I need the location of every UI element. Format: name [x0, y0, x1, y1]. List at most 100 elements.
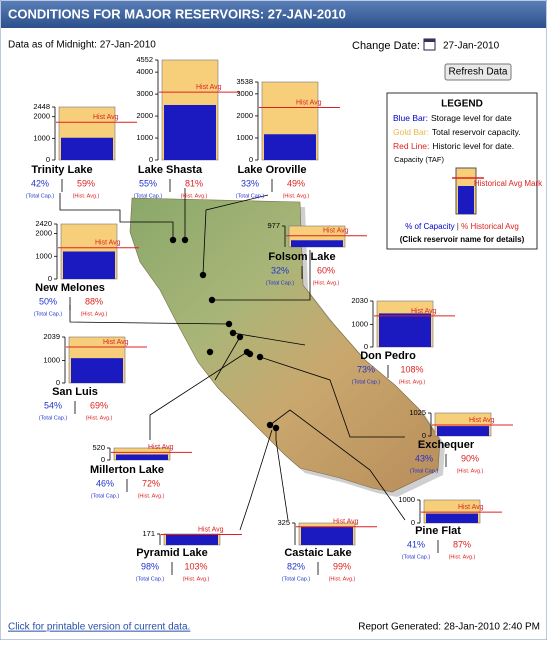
reservoir-dot	[206, 348, 214, 356]
reservoir-name[interactable]: Lake Shasta	[138, 164, 203, 176]
reservoir-name[interactable]: Lake Oroville	[237, 164, 306, 176]
pct-capacity: 50%	[39, 296, 57, 306]
hist-avg-label: Hist Avg	[323, 228, 349, 235]
reservoir-name[interactable]: New Melones	[35, 282, 105, 294]
reservoir-name[interactable]: Exchequer	[418, 439, 475, 451]
reservoir-dot	[256, 353, 264, 361]
y-tick-label: 1000	[136, 133, 153, 142]
legend-note: (Click reservoir name for details)	[400, 235, 525, 244]
connector-line	[59, 193, 174, 240]
refresh-button[interactable]	[444, 63, 512, 81]
pct-hist: 90%	[461, 453, 479, 463]
y-tick-label: 977	[267, 221, 280, 230]
hist-avg-sub-label: (Hist. Avg.)	[399, 379, 426, 385]
connector-line	[275, 428, 289, 521]
hist-avg-label: Hist Avg	[333, 519, 359, 526]
print-link[interactable]: Click for printable version of current d…	[8, 622, 190, 633]
change-date: 27-Jan-2010	[443, 41, 500, 52]
legend-pct-hist: % Historical Avg	[461, 222, 519, 231]
legend-capacity: Capacity (TAF)	[394, 155, 444, 164]
connector-line	[259, 356, 405, 438]
pct-hist: 88%	[85, 296, 103, 306]
y-tick-label: 0	[56, 378, 60, 387]
connector-line	[232, 332, 306, 346]
hist-avg-label: Hist Avg	[196, 84, 222, 91]
legend-key: Gold Bar:	[393, 127, 429, 137]
reservoir-dot	[236, 333, 244, 341]
reservoir-name[interactable]: Castaic Lake	[284, 547, 351, 559]
y-tick-label: 0	[422, 431, 426, 440]
california-map	[129, 197, 441, 493]
legend-pct-capacity: % of Capacity	[405, 222, 454, 231]
legend-title: LEGEND	[441, 99, 483, 110]
y-tick-label: 2420	[35, 219, 52, 228]
y-tick-label: 1000	[398, 495, 415, 504]
legend-text: Storage level for date	[431, 113, 512, 123]
y-tick-label: 0	[101, 455, 105, 464]
pct-hist: 72%	[142, 478, 160, 488]
y-tick-label: 2000	[33, 112, 50, 121]
hist-avg-label: Hist Avg	[411, 308, 437, 315]
total-cap-label: (Total Cap.)	[34, 311, 63, 317]
hist-avg-sub-label: (Hist. Avg.)	[313, 280, 340, 286]
storage-bar	[71, 358, 123, 383]
page-title: CONDITIONS FOR MAJOR RESERVOIRS: 27-JAN-…	[8, 6, 346, 21]
hist-avg-sub-label: (Hist. Avg.)	[457, 468, 484, 474]
hist-avg-label: Hist Avg	[296, 99, 322, 106]
total-cap-label: (Total Cap.)	[402, 554, 431, 560]
total-cap-label: (Total Cap.)	[266, 280, 295, 286]
y-tick-label: 0	[48, 274, 52, 283]
pct-hist: 81%	[185, 178, 203, 188]
reservoir-name[interactable]: Pine Flat	[415, 525, 461, 537]
hist-avg-sub-label: (Hist. Avg.)	[283, 193, 310, 199]
legend-pct: % of Capacity | % Historical Avg	[405, 222, 519, 231]
y-tick-label: 2000	[236, 111, 253, 120]
legend-item: Gold Bar: Total reservoir capacity.	[393, 127, 521, 137]
y-tick-label: 1000	[351, 319, 368, 328]
storage-bar	[166, 534, 218, 545]
y-tick-label: 1025	[409, 408, 426, 417]
connector-line	[202, 194, 269, 276]
reservoir-name[interactable]: Trinity Lake	[31, 164, 92, 176]
storage-bar	[61, 137, 113, 160]
reservoir-dot	[225, 320, 233, 328]
legend-sep: |	[455, 222, 462, 231]
reservoir-name[interactable]: Folsom Lake	[268, 251, 335, 263]
hist-avg-label: Hist Avg	[93, 114, 119, 121]
hist-avg-label: Hist Avg	[103, 339, 129, 346]
reservoir-dot	[246, 350, 254, 358]
legend-item: Blue Bar: Storage level for date	[393, 113, 512, 123]
report-generated: Report Generated: 28-Jan-2010 2:40 PM	[358, 622, 540, 633]
y-tick-label: 4552	[136, 55, 153, 64]
pct-capacity: 32%	[271, 265, 289, 275]
refresh-button-label: Refresh Data	[449, 67, 508, 78]
reservoir-name[interactable]: Don Pedro	[360, 350, 416, 362]
pct-capacity: 33%	[241, 178, 259, 188]
change-date-label: Change Date:	[352, 40, 420, 52]
connector-line	[212, 250, 311, 301]
reservoir-name[interactable]: Pyramid Lake	[136, 547, 208, 559]
pct-hist: 49%	[287, 178, 305, 188]
reservoir-name[interactable]: Millerton Lake	[90, 464, 164, 476]
pct-hist: 60%	[317, 265, 335, 275]
reservoir-dot	[266, 421, 274, 429]
pct-hist: 87%	[453, 539, 471, 549]
pct-capacity: 98%	[141, 561, 159, 571]
legend-item: Red Line: Historic level for date.	[393, 141, 514, 151]
hist-avg-sub-label: (Hist. Avg.)	[138, 493, 165, 499]
total-cap-label: (Total Cap.)	[282, 576, 311, 582]
header-bar	[1, 1, 546, 28]
pct-capacity: 43%	[415, 453, 433, 463]
storage-bar	[301, 526, 353, 545]
connector-line	[69, 305, 230, 325]
total-cap-label: (Total Cap.)	[26, 193, 55, 199]
hist-avg-sub-label: (Hist. Avg.)	[329, 576, 356, 582]
calendar-icon-top	[424, 39, 435, 42]
total-cap-label: (Total Cap.)	[134, 193, 163, 199]
y-tick-label: 1000	[35, 251, 52, 260]
storage-bar	[437, 426, 489, 436]
total-cap-label: (Total Cap.)	[91, 493, 120, 499]
y-tick-label: 3000	[236, 89, 253, 98]
reservoir-name[interactable]: San Luis	[52, 386, 98, 398]
